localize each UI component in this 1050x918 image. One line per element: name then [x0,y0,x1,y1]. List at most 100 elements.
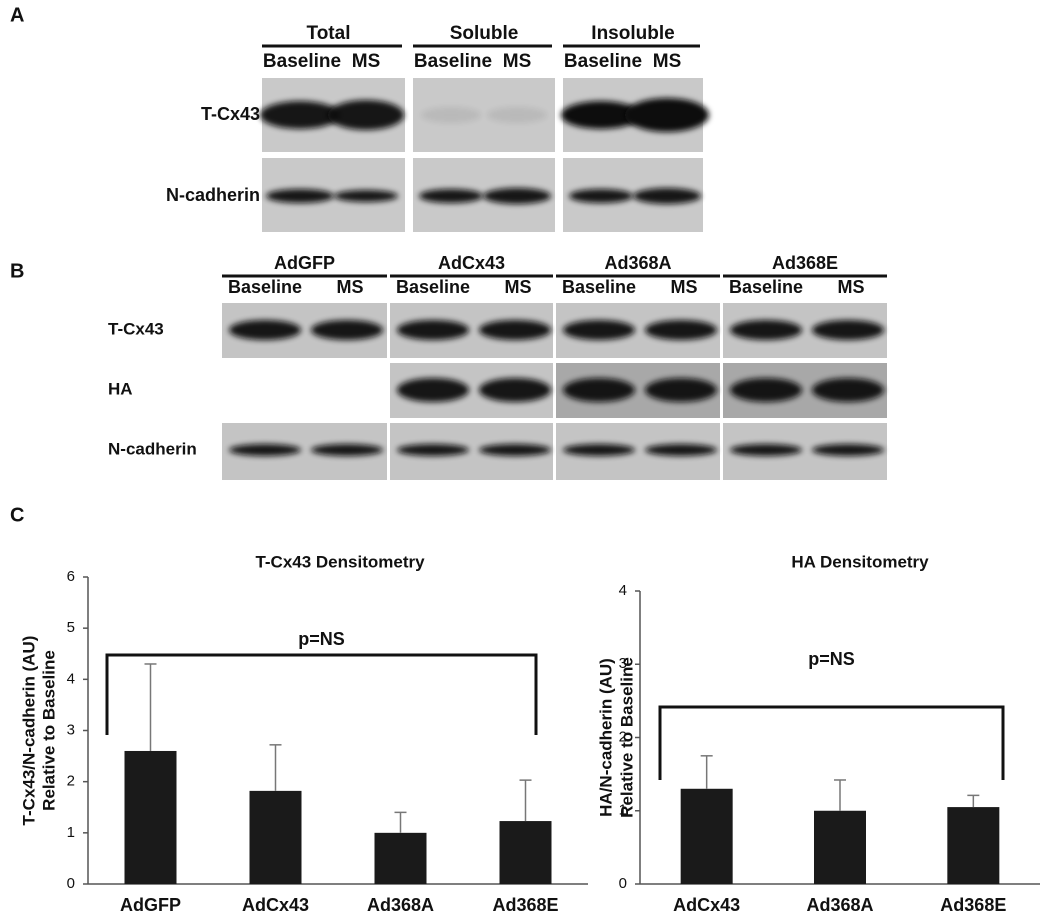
band [229,444,301,456]
band [328,100,404,130]
y-axis-label: HA/N-cadherin (AU) [596,658,615,817]
band [569,189,633,203]
band [479,444,551,456]
bar [249,790,302,884]
group-header: AdGFP [274,253,335,273]
x-tick-label: Ad368E [940,895,1006,915]
y-tick-label: 3 [67,721,75,738]
band [812,444,884,456]
row-label: N-cadherin [166,185,260,205]
band [397,320,469,340]
group-header: Insoluble [591,23,674,44]
band [311,320,383,340]
lane-label: Baseline [562,277,636,297]
lane-label: MS [337,277,364,297]
bar [814,810,866,884]
lane-label: MS [838,277,865,297]
x-tick-label: AdCx43 [242,895,309,915]
band [260,101,340,129]
y-tick-label: 0 [67,875,75,892]
band [730,378,802,402]
x-tick-label: AdGFP [120,895,181,915]
y-tick-label: 0 [619,875,627,892]
chart-title: T-Cx43 Densitometry [255,552,425,571]
chart-title: HA Densitometry [791,552,929,571]
band [561,101,641,129]
lane-label: Baseline [414,51,492,72]
lane-label: Baseline [396,277,470,297]
group-header: AdCx43 [438,253,505,273]
lane-label: Baseline [263,51,341,72]
bar [374,832,427,884]
row-label: HA [108,379,133,398]
y-tick-label: 5 [67,619,75,636]
band [633,188,701,204]
band [487,107,547,123]
band [421,107,481,123]
y-tick-label: 6 [67,568,75,585]
band [563,320,635,340]
band [419,189,483,203]
band [397,444,469,456]
y-axis-label: T-Cx43/N-cadherin (AU) [19,636,38,826]
band [812,378,884,402]
significance-bracket [105,653,538,735]
annotation: p=NS [808,649,855,669]
lane-label: Baseline [228,277,302,297]
row-label: T-Cx43 [108,319,164,338]
group-header: Soluble [450,23,519,44]
panel-label: B [10,260,24,282]
lane-label: MS [671,277,698,297]
band [311,444,383,456]
bar [124,750,177,884]
bar [680,788,733,884]
lane-label: MS [653,51,682,72]
lane-label: MS [352,51,381,72]
annotation: p=NS [298,629,345,649]
group-header: Ad368E [772,253,838,273]
lane-label: Baseline [564,51,642,72]
band [479,320,551,340]
band [645,378,717,402]
band [563,378,635,402]
band [730,444,802,456]
y-tick-label: 2 [619,728,627,745]
group-header: Ad368A [604,253,671,273]
y-tick-label: 2 [67,773,75,790]
y-axis-label: Relative to Baseline [617,657,636,818]
band [479,378,551,402]
band [334,190,398,202]
lane-label: Baseline [729,277,803,297]
panel-label: A [10,4,24,26]
y-tick-label: 1 [619,802,627,819]
band [397,378,469,402]
band [645,320,717,340]
x-tick-label: AdCx43 [673,895,740,915]
y-axis-label: Relative to Baseline [39,650,58,811]
band [563,444,635,456]
band [229,320,301,340]
row-label: T-Cx43 [201,104,260,124]
panel-label: C [10,504,24,526]
significance-bracket [658,705,1005,780]
group-header: Total [307,23,351,44]
band [645,444,717,456]
band [483,188,551,204]
band [625,98,709,132]
bar [499,821,552,884]
y-tick-label: 4 [619,582,627,599]
x-tick-label: Ad368A [806,895,873,915]
band [730,320,802,340]
bar [947,807,1000,884]
y-tick-label: 4 [67,670,75,687]
band [812,320,884,340]
row-label: N-cadherin [108,439,197,458]
x-tick-label: Ad368A [367,895,434,915]
y-tick-label: 1 [67,824,75,841]
band [266,189,334,203]
x-tick-label: Ad368E [492,895,558,915]
y-tick-label: 3 [619,655,627,672]
lane-label: MS [505,277,532,297]
lane-label: MS [503,51,532,72]
